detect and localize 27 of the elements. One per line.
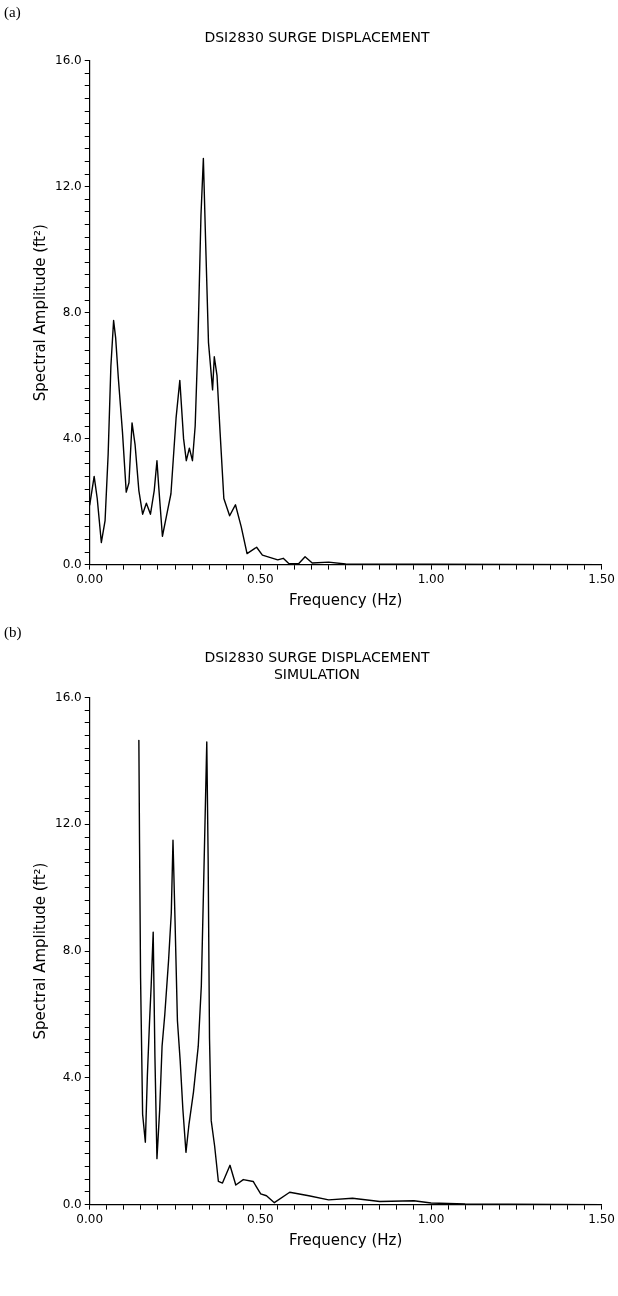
x-axis-title: Frequency (Hz) xyxy=(289,590,403,609)
y-tick-label: 16.0 xyxy=(55,689,82,704)
x-tick-label: 0.00 xyxy=(76,1211,104,1226)
text: (b) xyxy=(4,624,22,642)
y-tick-label: 4.0 xyxy=(62,430,82,445)
y-axis-title: Spectral Amplitude (ft²) xyxy=(30,224,49,402)
y-axis-title: Spectral Amplitude (ft²) xyxy=(30,862,49,1040)
y-tick-label: 8.0 xyxy=(62,943,82,958)
chart-subtitle: SIMULATION xyxy=(273,665,361,682)
x-axis-title: Frequency (Hz) xyxy=(289,1230,403,1249)
y-tick-label: 16.0 xyxy=(55,52,82,67)
x-tick-label: 0.50 xyxy=(247,1211,274,1226)
x-tick-label: 1.00 xyxy=(417,571,445,586)
text: (a) xyxy=(4,4,21,22)
x-tick-label: 1.00 xyxy=(417,1211,445,1226)
y-tick-label: 0.0 xyxy=(62,556,82,571)
chart-title: DSI2830 SURGE DISPLACEMENT xyxy=(204,29,431,46)
x-tick-label: 1.50 xyxy=(588,571,615,586)
chart-title: DSI2830 SURGE DISPLACEMENT xyxy=(204,649,431,666)
x-tick-label: 0.50 xyxy=(247,571,274,586)
x-tick-label: 0.00 xyxy=(76,571,104,586)
y-tick-label: 0.0 xyxy=(62,1196,82,1211)
y-tick-label: 4.0 xyxy=(62,1069,82,1084)
y-tick-label: 12.0 xyxy=(55,178,82,193)
y-tick-label: 8.0 xyxy=(62,304,82,319)
y-tick-label: 12.0 xyxy=(55,816,82,831)
x-tick-label: 1.50 xyxy=(588,1211,615,1226)
